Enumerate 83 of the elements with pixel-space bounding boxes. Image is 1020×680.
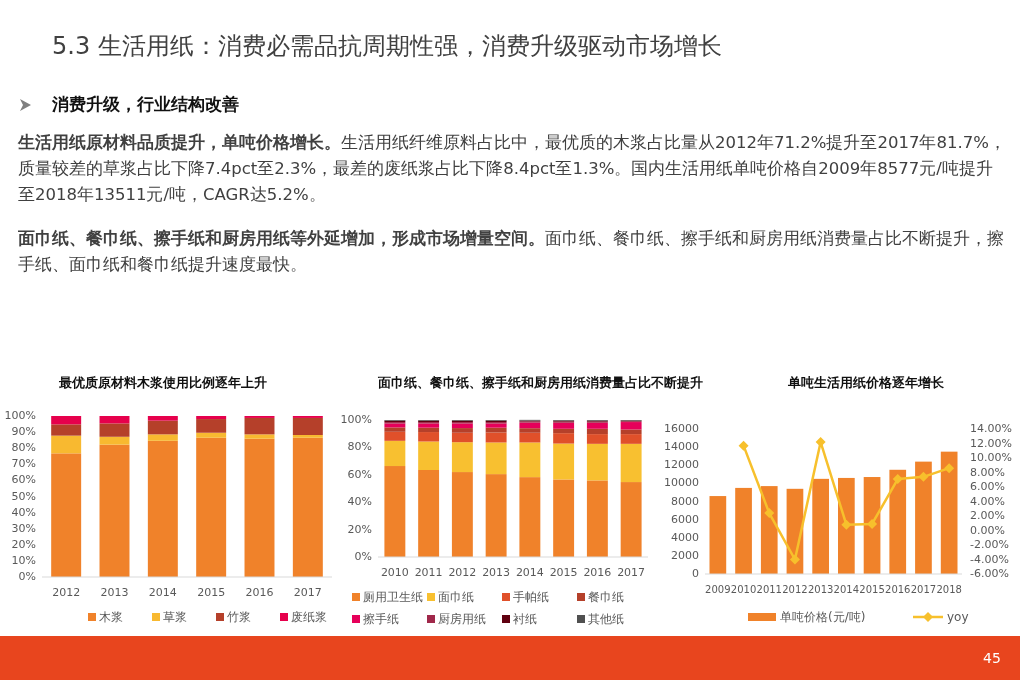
y-tick-label: 30% bbox=[11, 521, 36, 535]
x-tick-label: 2012 bbox=[52, 586, 81, 599]
y-tick-label: 50% bbox=[11, 489, 36, 503]
legend-label: 其他纸 bbox=[588, 611, 624, 626]
y-tick-label: 20% bbox=[11, 537, 36, 551]
y-tick-label: 14000 bbox=[664, 440, 699, 454]
legend-label: 厨房用纸 bbox=[438, 611, 486, 626]
y-tick-label: 100% bbox=[4, 409, 36, 422]
x-tick-label: 2010 bbox=[730, 584, 757, 595]
y-tick-label: 0% bbox=[18, 570, 36, 583]
y2-tick-label: 12.00% bbox=[970, 436, 1012, 450]
text: 5.3 生活用纸：消费必需品抗周期性强，消费升级驱动市场增长 bbox=[52, 31, 722, 62]
x-tick-label: 2016 bbox=[245, 586, 274, 599]
x-tick-label: 2014 bbox=[515, 566, 544, 579]
legend-label: 餐巾纸 bbox=[588, 589, 624, 604]
y-tick-label: 40% bbox=[11, 505, 36, 519]
legend-label: 单吨价格(元/吨) bbox=[780, 609, 866, 624]
x-tick-label: 2015 bbox=[197, 586, 226, 599]
y-tick-label: 90% bbox=[11, 425, 36, 439]
x-tick-label: 2017 bbox=[910, 584, 937, 595]
chart-title: 面巾纸、餐巾纸、擦手纸和厨房用纸消费量占比不断提升 bbox=[376, 374, 703, 390]
legend-label: 衬纸 bbox=[513, 611, 537, 626]
chart-title: 最优质原材料木浆使用比例逐年上升 bbox=[58, 374, 267, 390]
text: 45 bbox=[983, 650, 1001, 666]
legend-label: 面巾纸 bbox=[438, 589, 474, 604]
legend-label: 擦手纸 bbox=[363, 611, 399, 626]
x-tick-label: 2014 bbox=[833, 584, 860, 595]
legend-label: 废纸浆 bbox=[291, 609, 327, 624]
text: 生活用纸原材料品质提升，单吨价格增长。生活用纸纤维原料占比中，最优质的木浆占比量从2012年71.2%提升至2017年81.7%，质量较差的草浆占比下降7.4pct至2.3%，最差的废纸浆占比下降8.4pct至1.3%。国内生活用纸单吨价格自2009年8577元/吨提升至2018年13511元/吨，CAGR达5.2%。 bbox=[18, 132, 1007, 206]
y-tick-label: 8000 bbox=[671, 494, 699, 508]
y-tick-label: 100% bbox=[340, 413, 372, 426]
y-tick-label: 6000 bbox=[671, 512, 699, 526]
y-tick-label: 60% bbox=[347, 467, 372, 481]
y-tick-label: 80% bbox=[347, 440, 372, 454]
y-tick-label: 60% bbox=[11, 473, 36, 487]
legend-label: yoy bbox=[947, 609, 969, 624]
x-tick-label: 2016 bbox=[885, 584, 911, 595]
y-tick-label: 80% bbox=[11, 441, 36, 455]
x-tick-label: 2017 bbox=[293, 586, 322, 599]
y2-tick-label: -6.00% bbox=[970, 567, 1009, 580]
x-tick-label: 2012 bbox=[448, 566, 477, 579]
x-tick-label: 2010 bbox=[380, 566, 409, 579]
y-tick-label: 40% bbox=[347, 495, 372, 509]
legend-label: 竹浆 bbox=[227, 609, 251, 624]
y2-tick-label: -4.00% bbox=[970, 552, 1009, 566]
y-tick-label: 12000 bbox=[664, 458, 699, 472]
x-tick-label: 2014 bbox=[148, 586, 177, 599]
legend-label: 手帕纸 bbox=[513, 589, 549, 604]
x-tick-label: 2015 bbox=[549, 566, 578, 579]
y2-tick-label: 0.00% bbox=[970, 523, 1005, 537]
text: 面巾纸、餐巾纸、擦手纸和厨房用纸等外延增加，形成市场增量空间。面巾纸、餐巾纸、擦手纸和厨房用纸消费量占比不断提升，擦手纸、面巾纸和餐巾纸提升速度最快。 bbox=[18, 229, 1004, 274]
x-tick-label: 2017 bbox=[617, 566, 646, 579]
chart-title: 单吨生活用纸价格逐年增长 bbox=[787, 374, 945, 390]
x-tick-label: 2011 bbox=[414, 566, 443, 579]
y2-tick-label: 14.00% bbox=[970, 422, 1012, 435]
y-tick-label: 20% bbox=[347, 522, 372, 536]
y2-tick-label: 4.00% bbox=[970, 494, 1005, 508]
y2-tick-label: 10.00% bbox=[970, 451, 1012, 464]
legend-label: 木浆 bbox=[99, 609, 123, 624]
y-tick-label: 10000 bbox=[664, 476, 699, 490]
y-tick-label: 70% bbox=[11, 457, 36, 471]
x-tick-label: 2012 bbox=[782, 584, 808, 595]
y-tick-label: 0% bbox=[354, 550, 372, 563]
text: 消费升级，行业结构改善 bbox=[52, 93, 239, 116]
y-tick-label: 10% bbox=[11, 553, 36, 567]
y-tick-label: 0 bbox=[692, 567, 699, 580]
y-tick-label: 16000 bbox=[664, 422, 699, 435]
x-tick-label: 2015 bbox=[859, 584, 885, 595]
x-tick-label: 2009 bbox=[705, 584, 731, 595]
y-tick-label: 2000 bbox=[671, 548, 699, 562]
x-tick-label: 2011 bbox=[756, 584, 782, 595]
y2-tick-label: 6.00% bbox=[970, 480, 1005, 493]
x-tick-label: 2018 bbox=[936, 584, 962, 595]
x-tick-label: 2016 bbox=[583, 566, 612, 579]
legend-label: 厕用卫生纸 bbox=[363, 589, 423, 604]
legend-label: 草浆 bbox=[163, 609, 187, 624]
y2-tick-label: 2.00% bbox=[970, 509, 1005, 522]
y2-tick-label: 8.00% bbox=[970, 465, 1005, 479]
x-tick-label: 2013 bbox=[807, 584, 834, 595]
x-tick-label: 2013 bbox=[482, 566, 511, 579]
y-tick-label: 4000 bbox=[671, 530, 699, 544]
y2-tick-label: -2.00% bbox=[970, 538, 1009, 551]
x-tick-label: 2013 bbox=[100, 586, 129, 599]
